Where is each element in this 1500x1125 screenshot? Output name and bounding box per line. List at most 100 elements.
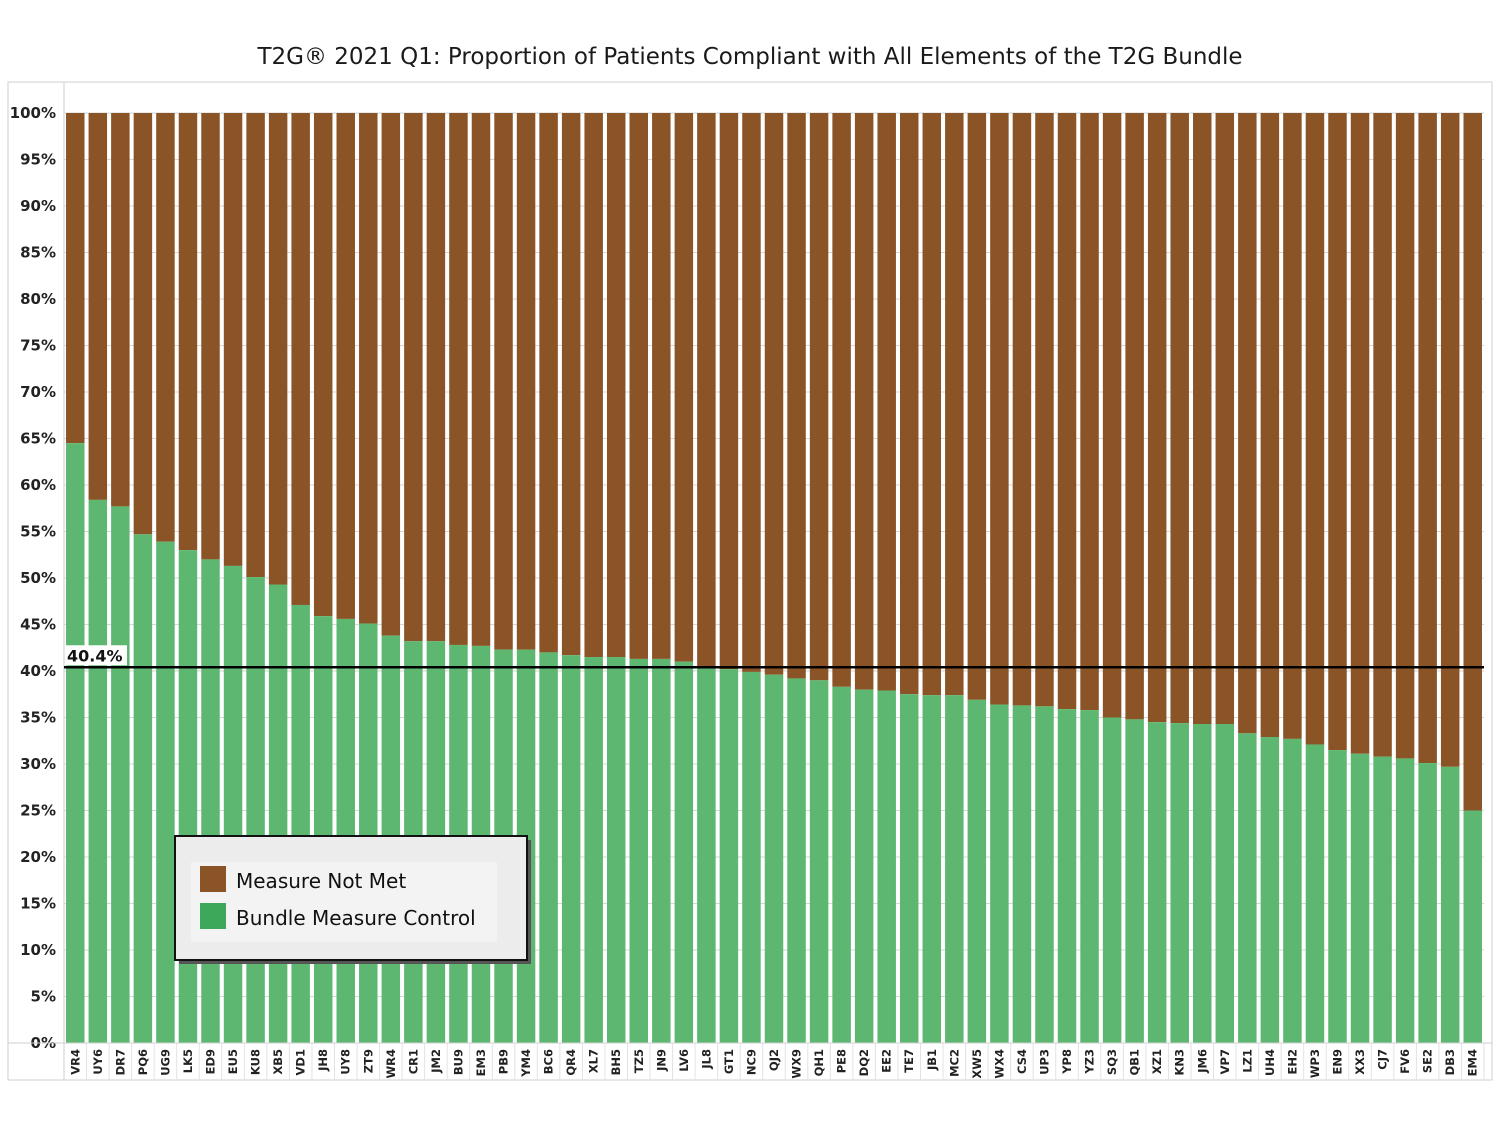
bar-bundle-measure-control	[652, 658, 671, 1043]
bar-bundle-measure-control	[1170, 723, 1189, 1043]
y-tick-label: 80%	[20, 290, 56, 308]
bar-measure-not-met	[1305, 113, 1325, 745]
reference-line-label: 40.4%	[67, 646, 123, 665]
bar-measure-not-met	[1373, 113, 1392, 757]
bar-measure-not-met	[787, 113, 806, 679]
bar-measure-not-met	[697, 113, 716, 669]
x-tick-label: NC9	[744, 1049, 758, 1075]
x-tick-label: BH5	[609, 1049, 623, 1075]
bar-measure-not-met	[313, 113, 333, 617]
x-tick-label: KN3	[1173, 1049, 1187, 1076]
bar-measure-not-met	[967, 113, 987, 700]
bar-measure-not-met	[652, 113, 671, 659]
bar-measure-not-met	[246, 113, 265, 578]
x-tick-label: WX9	[790, 1049, 804, 1079]
bar-bundle-measure-control	[922, 695, 942, 1043]
bar-bundle-measure-control	[88, 499, 108, 1043]
y-tick-label: 50%	[20, 569, 56, 587]
bar-measure-not-met	[832, 113, 851, 687]
bar-bundle-measure-control	[201, 559, 220, 1043]
legend-inner	[191, 862, 497, 942]
bar-bundle-measure-control	[66, 443, 85, 1043]
bar-bundle-measure-control	[539, 652, 558, 1043]
bar-bundle-measure-control	[1080, 710, 1099, 1043]
bar-measure-not-met	[223, 113, 243, 566]
bar-measure-not-met	[1215, 113, 1235, 725]
bar-measure-not-met	[539, 113, 558, 653]
x-tick-label: BC6	[542, 1049, 556, 1074]
y-tick-label: 70%	[20, 383, 56, 401]
x-tick-label: JN9	[654, 1049, 668, 1072]
x-tick-label: PB9	[497, 1049, 511, 1074]
bar-measure-not-met	[674, 113, 694, 662]
x-tick-label: PQ6	[136, 1049, 150, 1075]
x-tick-label: JM2	[429, 1049, 443, 1074]
x-tick-label: XX3	[1353, 1049, 1367, 1075]
x-tick-label: WR4	[384, 1049, 398, 1079]
bar-measure-not-met	[1147, 113, 1167, 723]
bar-bundle-measure-control	[1147, 722, 1167, 1043]
bar-bundle-measure-control	[1283, 738, 1302, 1043]
bar-bundle-measure-control	[1305, 744, 1325, 1043]
bar-bundle-measure-control	[156, 541, 175, 1043]
y-tick-label: 40%	[20, 662, 56, 680]
bar-measure-not-met	[584, 113, 603, 658]
bar-measure-not-met	[1125, 113, 1144, 720]
bar-bundle-measure-control	[719, 669, 739, 1043]
bar-bundle-measure-control	[1440, 766, 1460, 1043]
x-axis: VR4 UY6 DR7 PQ6 UG9 LK5 ED9 EU5 KU8 XB5 VD1 JH8 UY8 Z…	[8, 1042, 1492, 1080]
x-tick-label: VR4	[68, 1049, 82, 1075]
bar-bundle-measure-control	[584, 657, 603, 1043]
y-tick-label: 75%	[20, 337, 56, 355]
bar-measure-not-met	[899, 113, 919, 695]
bar-measure-not-met	[945, 113, 964, 696]
x-tick-label: FV6	[1398, 1049, 1412, 1074]
bar-bundle-measure-control	[178, 550, 198, 1043]
bar-bundle-measure-control	[246, 577, 265, 1043]
legend-swatch-measure-not-met	[200, 866, 226, 892]
x-tick-label: EU5	[226, 1049, 240, 1074]
bar-bundle-measure-control	[899, 694, 919, 1043]
y-tick-label: 65%	[20, 430, 56, 448]
x-tick-label: QB1	[1128, 1049, 1142, 1076]
x-tick-label: ED9	[204, 1049, 218, 1074]
x-tick-label: JH8	[316, 1049, 330, 1072]
bar-measure-not-met	[88, 113, 108, 500]
bar-bundle-measure-control	[291, 604, 310, 1043]
x-tick-label: EH2	[1285, 1049, 1299, 1074]
bar-measure-not-met	[1328, 113, 1347, 751]
bar-bundle-measure-control	[1035, 706, 1054, 1043]
y-tick-label: 15%	[20, 895, 56, 913]
x-tick-label: TE7	[902, 1049, 916, 1073]
bar-measure-not-met	[156, 113, 175, 542]
x-tick-label: EM4	[1466, 1049, 1480, 1076]
bar-bundle-measure-control	[1125, 719, 1144, 1043]
bar-measure-not-met	[1395, 113, 1415, 759]
bar-bundle-measure-control	[809, 680, 829, 1043]
bar-measure-not-met	[336, 113, 355, 619]
x-tick-label: DB3	[1443, 1049, 1457, 1075]
x-tick-label: DQ2	[857, 1049, 871, 1076]
bar-measure-not-met	[877, 113, 896, 691]
bar-measure-not-met	[471, 113, 491, 646]
x-tick-label: CS4	[1015, 1049, 1029, 1074]
y-axis: 0%5%10%15%20%25%30%35%40%45%50%55%60%65%…	[10, 82, 65, 1080]
x-tick-label: JL8	[699, 1049, 713, 1070]
bar-measure-not-met	[494, 113, 513, 650]
bar-bundle-measure-control	[1260, 737, 1280, 1043]
bar-measure-not-met	[381, 113, 401, 636]
bar-measure-not-met	[990, 113, 1009, 705]
x-tick-label: QH1	[812, 1049, 826, 1076]
bar-bundle-measure-control	[674, 661, 694, 1043]
x-tick-label: QJ2	[767, 1049, 781, 1071]
bar-bundle-measure-control	[111, 506, 130, 1043]
bar-measure-not-met	[1283, 113, 1302, 739]
bar-bundle-measure-control	[854, 689, 874, 1043]
reference-label-bg	[65, 645, 127, 666]
x-tick-label: BU9	[451, 1049, 465, 1075]
bar-bundle-measure-control	[1193, 724, 1212, 1043]
x-tick-label: VD1	[294, 1049, 308, 1075]
chart-title: T2G® 2021 Q1: Proportion of Patients Com…	[257, 44, 1243, 70]
bar-bundle-measure-control	[561, 655, 581, 1043]
